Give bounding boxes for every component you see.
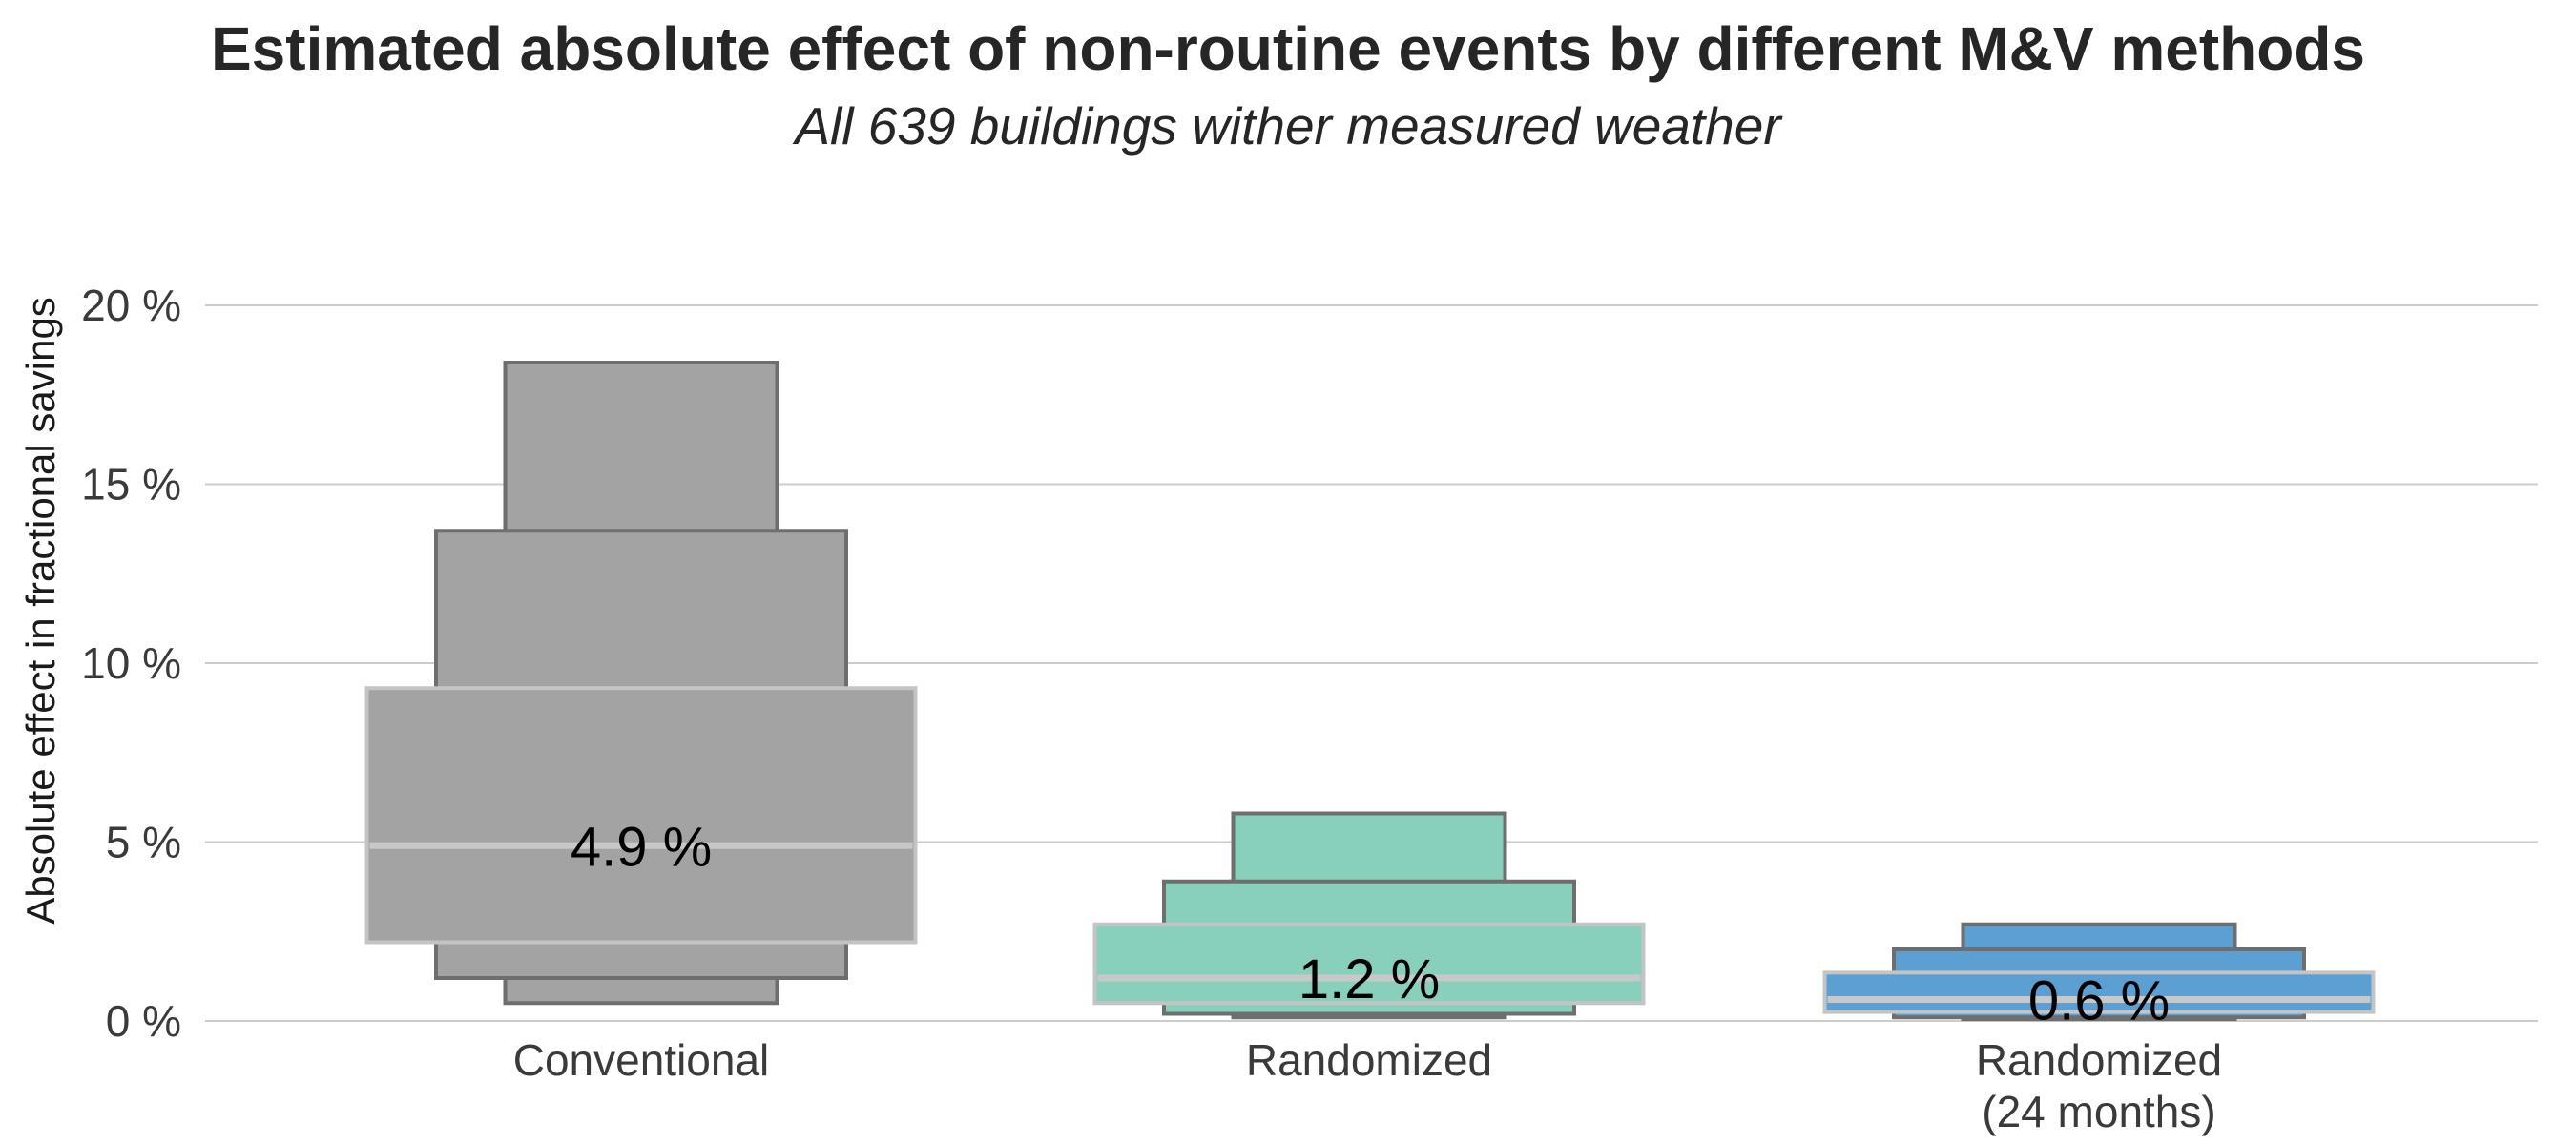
x-category-label: Randomized <box>1246 1035 1492 1085</box>
y-tick-label: 15 % <box>81 460 181 510</box>
median-label: 4.9 % <box>571 816 712 878</box>
boxes: 4.9 % 1.2 % 0.6 % <box>364 361 2376 1032</box>
y-tick-label: 10 % <box>81 638 181 688</box>
y-axis-label: Absolute effect in fractional savings <box>18 297 63 925</box>
median-label: 0.6 % <box>2028 970 2170 1032</box>
box-inner <box>1092 922 1646 1006</box>
chart-subtitle: All 639 buildings wither measured weathe… <box>795 96 1781 156</box>
box-inner <box>364 686 918 945</box>
box-inner <box>1822 970 2376 1014</box>
median-label: 1.2 % <box>1298 948 1440 1010</box>
x-category-label: Conventional <box>513 1035 770 1085</box>
box-group: 1.2 % <box>1092 811 1646 1020</box>
y-axis-ticks: 0 % 5 % 10 % 15 % 20 % <box>81 281 181 1046</box>
x-axis-categories: Conventional Randomized Randomized (24 mont… <box>513 1035 2222 1136</box>
chart-title: Estimated absolute effect of non-routine… <box>210 14 2366 83</box>
y-tick-label: 20 % <box>81 281 181 330</box>
y-tick-label: 5 % <box>106 818 181 867</box>
y-tick-label: 0 % <box>106 996 181 1046</box>
x-category-label: Randomized (24 months) <box>1976 1035 2222 1136</box>
box-group: 0.6 % <box>1822 922 2376 1032</box>
box-group: 4.9 % <box>364 361 918 1006</box>
